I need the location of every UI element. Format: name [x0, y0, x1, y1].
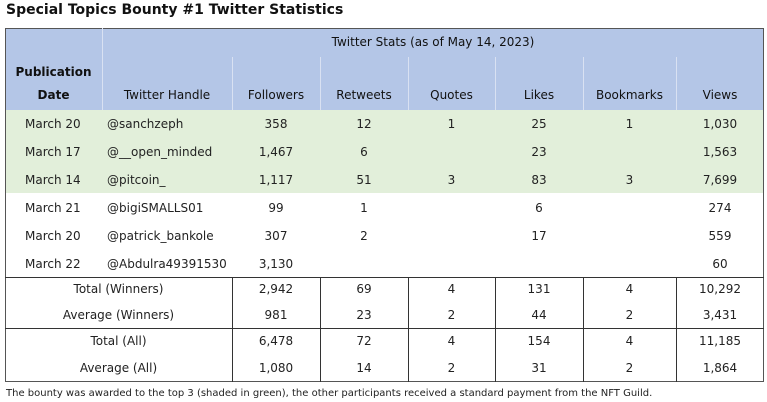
- value-cell: 99: [268, 200, 284, 215]
- date-cell: March 21: [25, 200, 81, 215]
- value-cell: 83: [531, 172, 547, 187]
- summary-value: 11,185: [699, 334, 741, 349]
- value-cell: 307: [264, 228, 288, 243]
- value-cell: 1: [447, 116, 456, 131]
- value-cell: 51: [356, 172, 372, 187]
- date-cell: March 20: [25, 228, 81, 243]
- summary-label: Average (Winners): [62, 307, 175, 322]
- summary-label: Total (All): [90, 334, 147, 349]
- summary-value: 3,431: [702, 307, 738, 322]
- summary-divider: [320, 277, 321, 382]
- summary-value: 4: [625, 334, 634, 349]
- summary-value: 23: [356, 307, 372, 322]
- summary-divider: [583, 277, 584, 382]
- summary-value: 72: [356, 334, 372, 349]
- header-divider: [495, 57, 496, 110]
- header-divider: [102, 28, 103, 110]
- summary-value: 1,864: [702, 361, 738, 376]
- value-cell: 1: [625, 116, 634, 131]
- handle-cell: @Abdulra49391530: [107, 256, 227, 271]
- handle-cell: @pitcoin_: [107, 172, 166, 187]
- summary-value: 2,942: [258, 282, 294, 297]
- summary-value: 44: [531, 307, 547, 322]
- summary-value: 6,478: [258, 334, 294, 349]
- value-cell: 3: [625, 172, 634, 187]
- winner-background: [5, 110, 764, 193]
- header-divider: [676, 57, 677, 110]
- column-header: Twitter Handle: [123, 87, 211, 102]
- value-cell: 1,117: [258, 172, 294, 187]
- value-cell: 60: [712, 256, 728, 271]
- handle-cell: @sanchzeph: [107, 116, 184, 131]
- table-border: [5, 28, 764, 382]
- date-cell: March 17: [25, 144, 81, 159]
- summary-value: 154: [527, 334, 551, 349]
- header-divider: [232, 57, 233, 110]
- value-cell: 6: [535, 200, 543, 215]
- summary-value: 2: [447, 361, 456, 376]
- value-cell: 1,563: [702, 144, 738, 159]
- date-cell: March 22: [25, 256, 81, 271]
- value-cell: 2: [360, 228, 368, 243]
- value-cell: 6: [360, 144, 368, 159]
- header-divider: [408, 57, 409, 110]
- column-header: Followers: [247, 87, 305, 102]
- value-cell: 1,030: [702, 116, 738, 131]
- handle-cell: @patrick_bankole: [107, 228, 214, 243]
- summary-value: 4: [625, 282, 634, 297]
- handle-cell: @bigiSMALLS01: [107, 200, 204, 215]
- value-cell: 12: [356, 116, 372, 131]
- column-header: Retweets: [336, 87, 392, 102]
- footnote: The bounty was awarded to the top 3 (sha…: [6, 388, 653, 399]
- summary-label: Average (All): [79, 361, 158, 376]
- date-cell: March 20: [25, 116, 81, 131]
- handle-cell: @__open_minded: [107, 144, 213, 159]
- value-cell: 3,130: [258, 256, 294, 271]
- summary-divider: [495, 277, 496, 382]
- value-cell: 1: [360, 200, 368, 215]
- summary-value: 4: [447, 282, 456, 297]
- summary-value: 2: [625, 361, 634, 376]
- value-cell: 358: [264, 116, 288, 131]
- value-cell: 3: [447, 172, 456, 187]
- summary-value: 69: [356, 282, 372, 297]
- value-cell: 25: [531, 116, 547, 131]
- column-header: Quotes: [430, 87, 473, 102]
- summary-value: 10,292: [699, 282, 741, 297]
- value-cell: 1,467: [258, 144, 294, 159]
- separator: [5, 328, 764, 329]
- column-header: Likes: [523, 87, 555, 102]
- value-cell: 7,699: [702, 172, 738, 187]
- value-cell: 23: [531, 144, 547, 159]
- summary-value: 2: [625, 307, 634, 322]
- summary-value: 981: [264, 307, 288, 322]
- summary-value: 31: [531, 361, 547, 376]
- summary-divider: [232, 277, 233, 382]
- summary-label: Total (Winners): [73, 282, 164, 297]
- separator: [5, 277, 764, 278]
- header-background: [5, 28, 764, 110]
- title: Special Topics Bounty #1 Twitter Statist…: [6, 2, 344, 18]
- column-header: Publication Date: [15, 64, 92, 102]
- summary-value: 2: [447, 307, 456, 322]
- date-cell: March 14: [25, 172, 81, 187]
- summary-value: 131: [527, 282, 551, 297]
- header-divider: [583, 57, 584, 110]
- summary-value: 1,080: [258, 361, 294, 376]
- column-header: Bookmarks: [595, 87, 664, 102]
- value-cell: 17: [531, 228, 547, 243]
- column-header: Views: [702, 87, 738, 102]
- value-cell: 274: [708, 200, 732, 215]
- value-cell: 559: [708, 228, 732, 243]
- summary-divider: [408, 277, 409, 382]
- summary-divider: [676, 277, 677, 382]
- header-divider: [320, 57, 321, 110]
- summary-value: 4: [447, 334, 456, 349]
- summary-value: 14: [356, 361, 372, 376]
- group-header: Twitter Stats (as of May 14, 2023): [331, 35, 535, 50]
